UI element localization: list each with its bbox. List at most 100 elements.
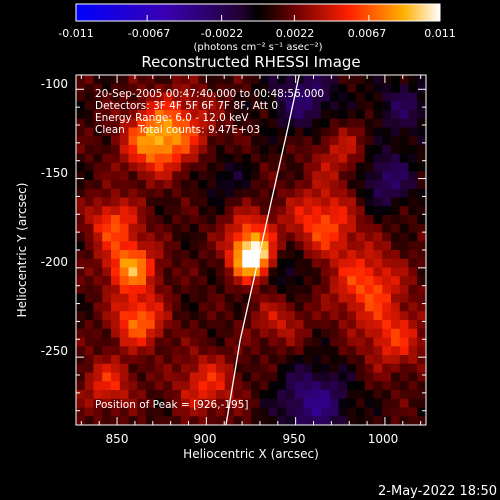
heatmap-cell <box>364 293 375 304</box>
heatmap-cell <box>382 83 392 94</box>
heatmap-cell <box>233 416 243 425</box>
heatmap-cell <box>277 267 287 277</box>
heatmap-cell <box>268 258 278 269</box>
heatmap-cell <box>408 267 418 277</box>
heatmap-cell <box>111 83 121 94</box>
heatmap-cell <box>268 127 278 137</box>
heatmap-cell <box>268 355 278 365</box>
heatmap-cell <box>391 355 401 365</box>
heatmap-cell <box>102 293 112 304</box>
heatmap-cell <box>356 407 366 417</box>
heatmap-cell <box>198 153 208 164</box>
heatmap-cell <box>102 110 112 120</box>
heatmap-cell <box>364 110 375 120</box>
heatmap-cell <box>102 311 112 321</box>
heatmap-cell <box>294 162 305 172</box>
heatmap-cell <box>84 206 95 216</box>
heatmap-cell <box>391 188 401 199</box>
heatmap-cell <box>181 127 191 137</box>
heatmap-cell <box>373 145 383 155</box>
heatmap-cell <box>251 153 261 164</box>
heatmap-cell <box>329 101 340 111</box>
heatmap-cell <box>268 328 278 339</box>
heatmap-cell <box>181 311 191 321</box>
heatmap-cell <box>294 92 305 102</box>
heatmap-cell <box>321 285 331 295</box>
heatmap-cell <box>146 223 156 234</box>
heatmap-cell <box>259 188 270 199</box>
heatmap-cell <box>207 153 217 164</box>
heatmap-cell <box>329 92 340 102</box>
heatmap-cell <box>312 75 322 85</box>
heatmap-cell <box>119 267 130 277</box>
heatmap-cell <box>251 416 261 425</box>
heatmap-cell <box>172 127 182 137</box>
heatmap-cell <box>154 398 165 409</box>
heatmap-cell <box>189 241 200 251</box>
heatmap-cell <box>76 197 86 207</box>
heatmap-cell <box>417 372 426 382</box>
heatmap-cell <box>417 136 426 146</box>
heatmap-cell <box>233 320 243 330</box>
heatmap-cell <box>277 110 287 120</box>
heatmap-cell <box>198 188 208 199</box>
heatmap-cell <box>84 302 95 312</box>
heatmap-cell <box>338 145 348 155</box>
heatmap-cell <box>84 83 95 94</box>
heatmap-cell <box>268 136 278 146</box>
heatmap-cell <box>364 276 375 286</box>
heatmap-cell <box>329 127 340 137</box>
heatmap-cell <box>277 241 287 251</box>
heatmap-cell <box>233 162 243 172</box>
heatmap-cell <box>259 83 270 94</box>
heatmap-cell <box>224 223 235 234</box>
heatmap-cell <box>172 355 182 365</box>
heatmap-cell <box>181 346 191 356</box>
heatmap-cell <box>364 381 375 391</box>
heatmap-cell <box>189 75 200 85</box>
heatmap-cell <box>391 206 401 216</box>
heatmap-cell <box>303 320 313 330</box>
heatmap-cell <box>286 328 296 339</box>
heatmap-cell <box>216 285 226 295</box>
heatmap-cell <box>102 355 112 365</box>
heatmap-cell <box>417 416 426 425</box>
heatmap-cell <box>137 276 147 286</box>
heatmap-cell <box>408 180 418 190</box>
heatmap-cell <box>338 215 348 225</box>
heatmap-cell <box>93 171 103 181</box>
heatmap-cell <box>373 390 383 400</box>
heatmap-cell <box>259 381 270 391</box>
heatmap-cell <box>338 250 348 260</box>
heatmap-cell <box>303 337 313 347</box>
heatmap-cell <box>154 83 165 94</box>
heatmap-cell <box>364 197 375 207</box>
heatmap-cell <box>242 162 252 172</box>
heatmap-cell <box>408 372 418 382</box>
heatmap-cell <box>321 407 331 417</box>
heatmap-cell <box>189 355 200 365</box>
heatmap-cell <box>102 197 112 207</box>
heatmap-cell <box>163 83 173 94</box>
heatmap-cell <box>303 302 313 312</box>
heatmap-cell <box>268 153 278 164</box>
heatmap-cell <box>102 337 112 347</box>
heatmap-cell <box>102 398 112 409</box>
heatmap-cell <box>84 118 95 129</box>
heatmap-cell <box>408 346 418 356</box>
heatmap-cell <box>399 206 410 216</box>
heatmap-cell <box>251 258 261 269</box>
heatmap-cell <box>128 285 138 295</box>
heatmap-cell <box>102 258 112 269</box>
heatmap-cell <box>137 197 147 207</box>
heatmap-cell <box>198 232 208 242</box>
heatmap-cell <box>417 311 426 321</box>
heatmap-cell <box>189 302 200 312</box>
heatmap-cell <box>146 110 156 120</box>
heatmap-cell <box>277 311 287 321</box>
heatmap-cell <box>154 390 165 400</box>
heatmap-cell <box>399 390 410 400</box>
heatmap-cell <box>242 416 252 425</box>
heatmap-cell <box>329 206 340 216</box>
heatmap-cell <box>102 407 112 417</box>
